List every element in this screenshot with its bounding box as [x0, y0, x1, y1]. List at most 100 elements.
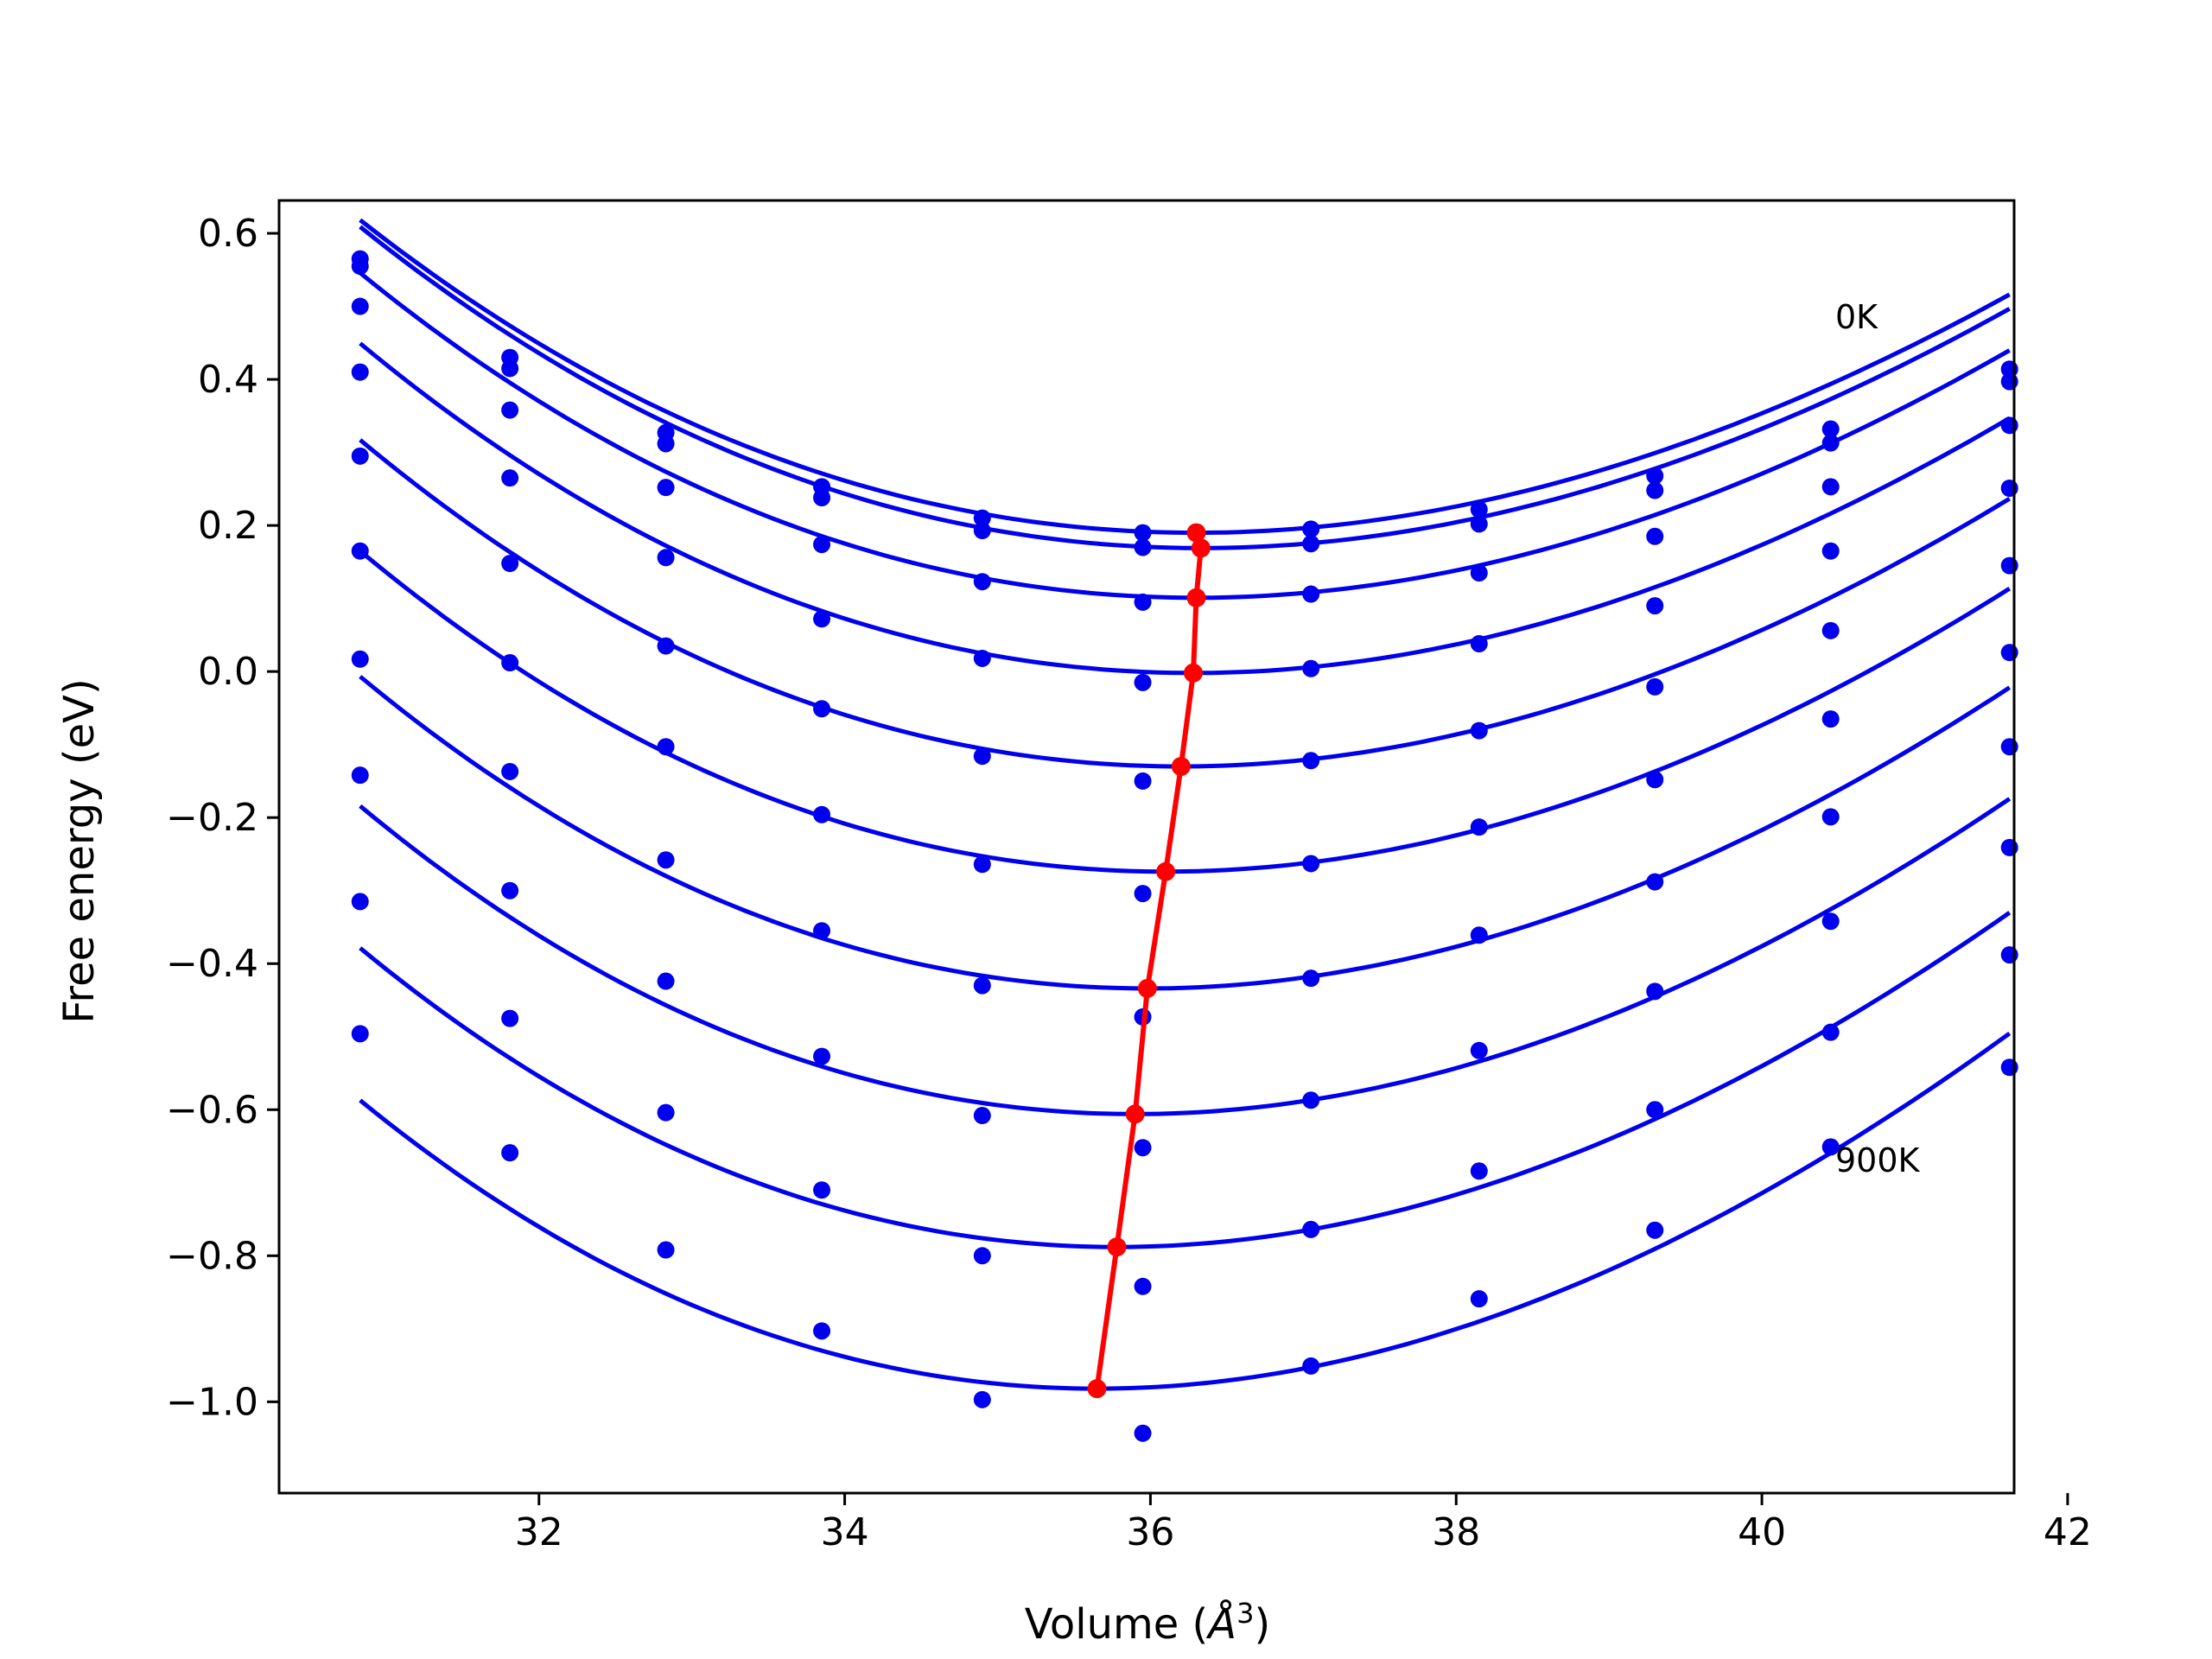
data-point — [501, 1144, 519, 1162]
minimum-point — [1107, 1237, 1127, 1257]
data-point — [2000, 372, 2018, 391]
data-point — [657, 851, 675, 869]
y-tick-label: 0.0 — [198, 650, 258, 694]
y-tick-label: 0.6 — [198, 212, 258, 256]
data-point — [973, 747, 991, 766]
data-point — [351, 447, 369, 465]
minimum-point — [1171, 757, 1191, 777]
plot-area: 0K 900K — [351, 218, 2018, 1442]
fit-curve-2 — [359, 270, 2011, 601]
data-point — [1646, 527, 1664, 545]
data-point — [1134, 772, 1152, 790]
data-point — [1302, 1091, 1320, 1109]
plot-frame — [277, 199, 2016, 1495]
data-point — [1821, 1023, 1840, 1041]
data-point — [1302, 1220, 1320, 1238]
data-point — [973, 855, 991, 874]
data-point — [1821, 542, 1840, 560]
data-point — [973, 522, 991, 540]
minimum-point — [1125, 1104, 1145, 1124]
data-point — [657, 479, 675, 497]
data-point — [1646, 481, 1664, 499]
fit-curve-8 — [359, 911, 2012, 1249]
data-point — [351, 650, 369, 668]
y-tick-label: −0.4 — [166, 942, 258, 986]
minimum-point — [1087, 1379, 1107, 1399]
data-point — [351, 1025, 369, 1043]
data-point — [501, 762, 519, 780]
data-point — [1821, 710, 1840, 728]
data-point — [1821, 478, 1840, 496]
minimum-point — [1183, 663, 1203, 683]
data-point — [1646, 771, 1664, 789]
data-point — [657, 435, 675, 453]
data-point — [351, 297, 369, 315]
data-point — [1134, 885, 1152, 903]
data-point — [973, 649, 991, 667]
data-point — [1302, 659, 1320, 677]
x-tick-label: 40 — [1738, 1510, 1786, 1554]
data-point — [1302, 752, 1320, 770]
x-tick-label: 36 — [1126, 1510, 1174, 1554]
data-point — [1470, 926, 1488, 944]
y-tick-label: −0.6 — [166, 1088, 258, 1132]
data-point — [1134, 673, 1152, 691]
data-point — [973, 509, 991, 527]
data-point — [2000, 556, 2018, 575]
data-point — [657, 972, 675, 990]
data-point — [501, 555, 519, 573]
data-point — [973, 573, 991, 591]
data-point — [2000, 838, 2018, 856]
data-point — [813, 1047, 831, 1065]
fit-curve-6 — [359, 675, 2012, 991]
data-point — [501, 654, 519, 672]
minimum-point — [1156, 861, 1176, 881]
data-point — [973, 1107, 991, 1125]
data-point — [813, 1181, 831, 1199]
data-point — [813, 1322, 831, 1340]
data-point — [1470, 564, 1488, 582]
data-point — [351, 893, 369, 911]
data-point — [1646, 982, 1664, 1001]
data-point — [1302, 969, 1320, 988]
data-point — [1134, 1424, 1152, 1442]
data-point — [1470, 1041, 1488, 1059]
data-point — [1302, 535, 1320, 553]
data-point — [2000, 1058, 2018, 1077]
fit-curve-7 — [359, 797, 2012, 1116]
y-tick-label: −1.0 — [166, 1380, 258, 1424]
data-point — [1646, 677, 1664, 696]
x-tick-label: 34 — [821, 1510, 869, 1554]
data-point — [813, 805, 831, 823]
data-point — [1134, 1277, 1152, 1295]
data-point — [501, 1009, 519, 1027]
data-point — [1134, 1139, 1152, 1157]
data-point — [1646, 1221, 1664, 1239]
data-point — [1470, 1162, 1488, 1180]
data-point — [501, 359, 519, 378]
data-point — [501, 881, 519, 899]
minimum-point — [1186, 523, 1206, 543]
data-point — [1646, 873, 1664, 891]
x-axis-label: Volume (Å3) — [1025, 1597, 1270, 1649]
data-point — [657, 637, 675, 655]
data-point — [501, 469, 519, 487]
data-point — [501, 401, 519, 419]
minimum-point — [1191, 538, 1211, 558]
data-point — [2000, 644, 2018, 662]
data-point — [351, 766, 369, 785]
data-point — [1470, 818, 1488, 836]
data-point — [351, 542, 369, 560]
data-point — [1302, 1357, 1320, 1375]
data-point — [2000, 946, 2018, 964]
data-point — [1470, 515, 1488, 533]
axes: 32 34 36 38 40 42 0.6 0.4 0.2 0.0 −0.2 −0.4 −0.6 −0.8… — [166, 199, 2092, 1554]
x-tick-label: 42 — [2044, 1510, 2092, 1554]
data-point — [813, 536, 831, 554]
y-tick-label: −0.2 — [166, 796, 258, 840]
data-point — [1134, 593, 1152, 611]
data-point — [1134, 538, 1152, 556]
data-point — [2000, 738, 2018, 756]
data-point — [657, 549, 675, 567]
